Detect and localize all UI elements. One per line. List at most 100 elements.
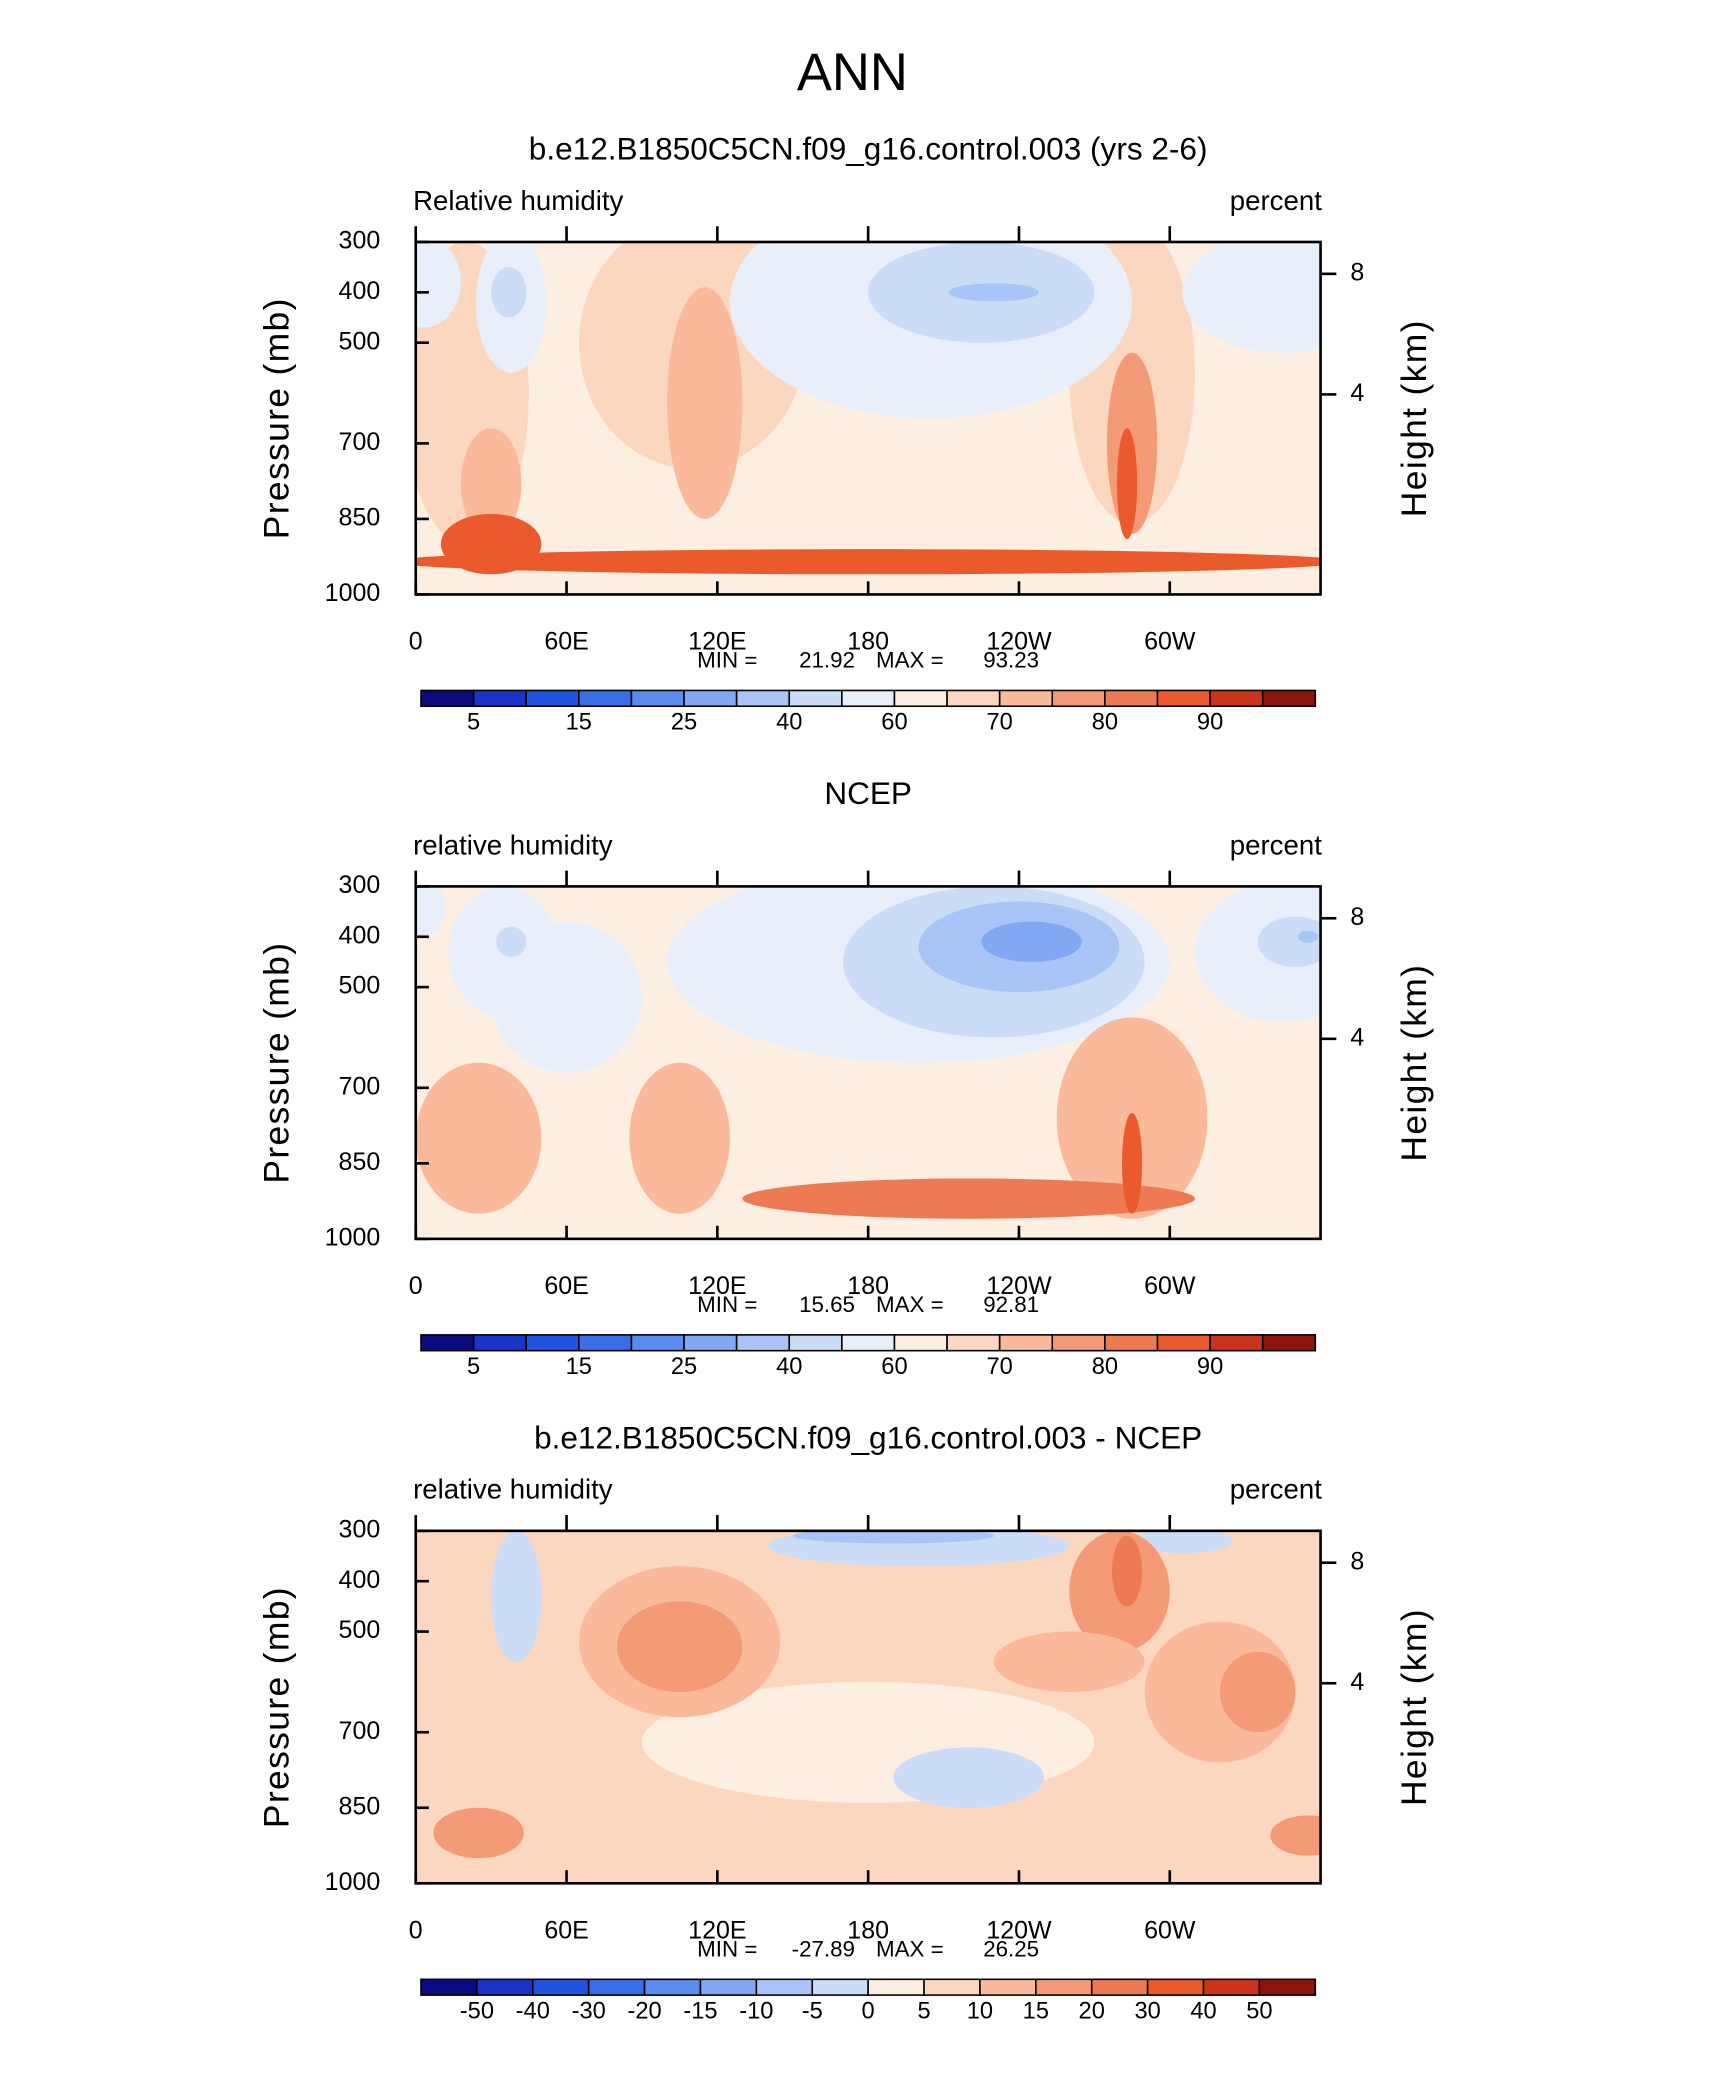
y-axis-title: Pressure (mb) xyxy=(256,942,296,1184)
colorbar-box xyxy=(923,1978,981,1996)
colorbar-box xyxy=(946,689,1001,708)
y-tick-label: 850 xyxy=(339,1792,381,1820)
y-axis-title: Pressure (mb) xyxy=(256,1586,296,1828)
colorbar-box xyxy=(867,1978,925,1996)
x-tick-label: 60E xyxy=(544,1272,588,1300)
colorbar-box xyxy=(1156,689,1211,708)
right-label: percent xyxy=(1230,1474,1322,1505)
colorbar-label: 25 xyxy=(671,1354,697,1380)
colorbar-label: 5 xyxy=(467,1354,480,1380)
contour-fill xyxy=(491,267,527,318)
colorbar-box xyxy=(420,1334,475,1352)
max-label: MAX = xyxy=(876,1936,944,1961)
colorbar-box xyxy=(811,1978,869,1996)
max-value: 92.81 xyxy=(983,1292,1039,1317)
colorbar-box xyxy=(1202,1978,1261,1996)
y-axis-title: Pressure (mb) xyxy=(256,297,296,539)
y-tick-label: 500 xyxy=(339,972,381,1000)
contour-fill xyxy=(415,241,461,328)
colorbar-label: 50 xyxy=(1246,1998,1272,2024)
max-label: MAX = xyxy=(876,1292,944,1317)
y2-axis-title: Height (km) xyxy=(1394,1608,1434,1806)
left-label: relative humidity xyxy=(413,829,613,860)
x-tick-label: 120W xyxy=(986,1272,1052,1300)
contour-fill xyxy=(667,287,743,519)
contour-fill xyxy=(1182,241,1321,353)
colorbar-label: 40 xyxy=(776,710,802,736)
colorbar-label: -15 xyxy=(683,1998,717,2024)
y-tick-label: 700 xyxy=(339,428,381,456)
colorbar-box xyxy=(998,689,1054,708)
colorbar-box xyxy=(420,1978,478,1996)
y-tick-label: 700 xyxy=(339,1072,381,1100)
contour-fill xyxy=(460,428,522,540)
x-tick-label: 0 xyxy=(409,1272,423,1300)
contour-fill xyxy=(1297,930,1319,943)
y-tick-label: 850 xyxy=(339,1148,381,1176)
colorbar-box xyxy=(1261,689,1317,708)
max-value: 93.23 xyxy=(983,647,1039,672)
y-tick-label: 300 xyxy=(339,871,381,899)
colorbar-label: -50 xyxy=(460,1998,494,2024)
colorbar-box xyxy=(472,689,528,708)
x-tick-label: 0 xyxy=(409,1917,423,1945)
x-tick-label: 120E xyxy=(688,1917,746,1945)
x-tick-label: 180 xyxy=(847,1272,889,1300)
colorbar-box xyxy=(1104,689,1159,708)
x-tick-label: 0 xyxy=(409,628,423,656)
contour-fill xyxy=(1132,1530,1233,1554)
contour-fill xyxy=(742,1178,1195,1219)
contour-fill xyxy=(415,549,1321,575)
colorbar-label: 0 xyxy=(862,1998,875,2024)
y2-tick-label: 8 xyxy=(1350,1547,1364,1575)
colorbar-box xyxy=(946,1334,1001,1352)
colorbar-box xyxy=(1090,1978,1149,1996)
contour-fill xyxy=(1257,916,1321,967)
max-value: 26.25 xyxy=(983,1936,1039,1961)
colorbar-box xyxy=(788,1334,843,1352)
y2-axis-title: Height (km) xyxy=(1394,964,1434,1162)
x-tick-label: 180 xyxy=(847,628,889,656)
contour-fill xyxy=(993,1631,1145,1692)
panel-title: b.e12.B1850C5CN.f09_g16.control.003 (yrs… xyxy=(529,131,1208,167)
colorbar-box xyxy=(735,689,791,708)
contour-fill xyxy=(491,1530,542,1662)
colorbar-box xyxy=(841,1334,896,1352)
min-label: MIN = xyxy=(697,647,757,672)
left-label: relative humidity xyxy=(413,1474,613,1505)
colorbar-box xyxy=(587,1978,646,1996)
contour-field xyxy=(415,241,1321,595)
contour-fill xyxy=(1111,1535,1143,1607)
colorbar-label: 90 xyxy=(1197,1354,1223,1380)
colorbar-box xyxy=(841,689,896,708)
contour-fill xyxy=(433,1807,524,1859)
colorbar-label: 10 xyxy=(967,1998,993,2024)
colorbar-label: 40 xyxy=(1190,1998,1216,2024)
colorbar-box xyxy=(1051,689,1106,708)
colorbar-label: 5 xyxy=(467,710,480,736)
contour-fill xyxy=(496,926,527,957)
y-tick-label: 400 xyxy=(339,1566,381,1594)
colorbar-label: 60 xyxy=(881,710,907,736)
x-tick-label: 120E xyxy=(688,1272,746,1300)
colorbar-box xyxy=(1258,1978,1317,1996)
colorbar-box xyxy=(531,1978,590,1996)
colorbar-box xyxy=(735,1334,791,1352)
colorbar-box xyxy=(998,1334,1054,1352)
min-label: MIN = xyxy=(697,1936,757,1961)
colorbar-box xyxy=(893,1334,948,1352)
colorbar-label: 15 xyxy=(1023,1998,1049,2024)
colorbar-label: 70 xyxy=(987,710,1013,736)
colorbar-box xyxy=(893,689,948,708)
colorbar-label: -10 xyxy=(739,1998,773,2024)
colorbar-label: 70 xyxy=(987,1354,1013,1380)
y-tick-label: 400 xyxy=(339,277,381,305)
right-label: percent xyxy=(1230,185,1322,216)
y-tick-label: 1000 xyxy=(325,579,381,607)
colorbar-box xyxy=(683,1334,738,1352)
colorbar-box xyxy=(578,1334,633,1352)
colorbar-box xyxy=(643,1978,702,1996)
panel-title: NCEP xyxy=(824,775,912,811)
panel-title: b.e12.B1850C5CN.f09_g16.control.003 - NC… xyxy=(534,1419,1202,1455)
x-tick-label: 120W xyxy=(986,628,1052,656)
